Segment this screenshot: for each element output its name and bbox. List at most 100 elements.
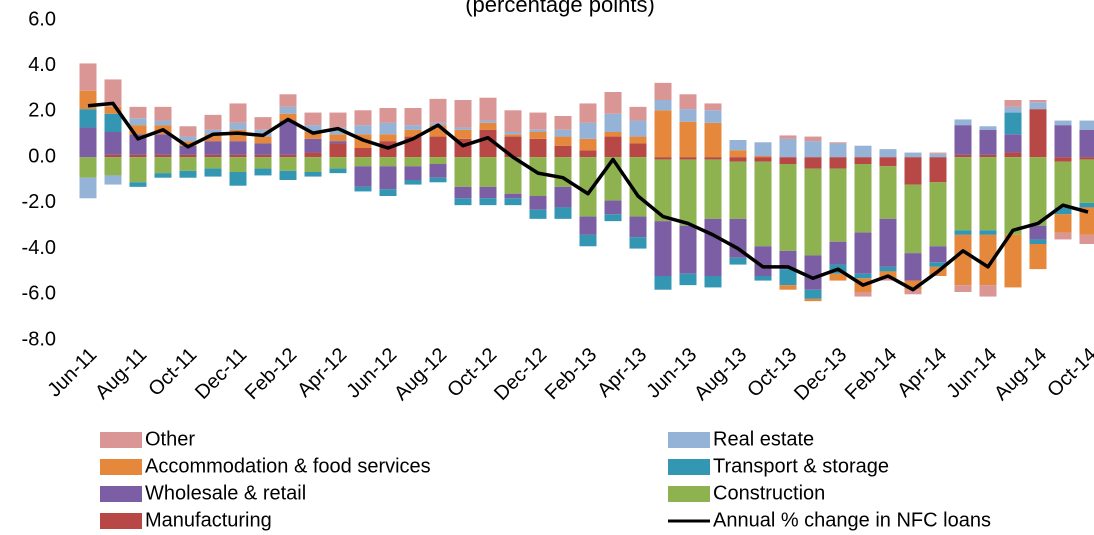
bar-segment xyxy=(579,157,597,217)
bar-segment xyxy=(704,110,722,123)
bar-segment xyxy=(479,157,497,187)
bar-segment xyxy=(729,257,747,265)
bar-segment xyxy=(829,142,847,144)
bar-segment xyxy=(804,289,822,299)
bar-segment xyxy=(229,129,247,142)
bar-segment xyxy=(354,110,372,126)
bar-segment xyxy=(454,100,472,128)
bar-segment xyxy=(804,298,822,302)
bar-segment xyxy=(279,94,297,107)
bar-segment xyxy=(179,170,197,178)
y-tick-label: -6.0 xyxy=(22,283,56,305)
bar-segment xyxy=(879,149,897,158)
bar-segment xyxy=(1054,157,1072,162)
bar-segment xyxy=(1079,120,1094,130)
bar-segment xyxy=(1029,239,1047,244)
bar-segment xyxy=(1029,225,1047,240)
bar-segment xyxy=(1004,234,1022,288)
bar-segment xyxy=(829,273,847,281)
bar-segment xyxy=(854,273,872,279)
bar-segment xyxy=(454,157,472,187)
bar-segment xyxy=(779,138,797,158)
bar-segment xyxy=(729,157,747,162)
bar-segment xyxy=(929,182,947,247)
bar-segment xyxy=(79,63,97,91)
y-tick-label: -8.0 xyxy=(22,328,56,350)
bar-segment xyxy=(404,157,422,167)
bar-segment xyxy=(204,168,222,177)
bar-segment xyxy=(629,143,647,158)
bar-segment xyxy=(704,159,722,219)
bar-segment xyxy=(1079,159,1094,203)
x-tick-label: Aug-11 xyxy=(91,344,151,404)
bar-segment xyxy=(204,134,222,142)
x-tick-label: Apr-13 xyxy=(593,344,651,402)
y-tick-label: -4.0 xyxy=(22,237,56,259)
legend-swatch xyxy=(100,459,142,475)
legend-label: Transport & storage xyxy=(713,455,889,477)
bar-segment xyxy=(904,280,922,290)
bar-segment xyxy=(604,214,622,222)
legend-label: Construction xyxy=(713,482,825,504)
bar-segment xyxy=(754,142,772,156)
bar-segment xyxy=(454,127,472,130)
bar-segment xyxy=(654,276,672,290)
bar-segment xyxy=(1054,161,1072,208)
bar-segment xyxy=(529,157,547,196)
bar-segment xyxy=(679,157,697,160)
bar-segment xyxy=(429,177,447,183)
bar-segment xyxy=(104,106,122,114)
bar-segment xyxy=(804,168,822,256)
bar-segment xyxy=(754,161,772,247)
bar-segment xyxy=(1004,152,1022,158)
bar-segment xyxy=(104,113,122,132)
bar-segment xyxy=(954,154,972,158)
bar-segment xyxy=(129,182,147,187)
bar-segment xyxy=(454,129,472,139)
bar-segment xyxy=(654,82,672,100)
bar-segment xyxy=(479,186,497,199)
bar-segment xyxy=(529,196,547,210)
bar-segment xyxy=(679,109,697,122)
bar-segment xyxy=(254,168,272,176)
bar-segment xyxy=(804,255,822,290)
bar-segment xyxy=(179,141,197,146)
bar-segment xyxy=(704,103,722,111)
bar-segment xyxy=(954,234,972,286)
bar-segment xyxy=(404,180,422,185)
bar-segment xyxy=(654,110,672,158)
x-tick-label: Jun-11 xyxy=(44,344,102,402)
bar-segment xyxy=(604,200,622,215)
bar-segment xyxy=(829,168,847,242)
bar-segment xyxy=(229,122,247,130)
bar-segment xyxy=(304,112,322,126)
x-tick-label: Oct-14 xyxy=(1043,344,1094,402)
bar-segment xyxy=(879,157,897,167)
x-tick-label: Dec-11 xyxy=(191,344,251,404)
legend-swatch xyxy=(100,513,142,529)
bar-segment xyxy=(704,122,722,158)
x-tick-label: Apr-12 xyxy=(293,344,351,402)
bar-segment xyxy=(279,154,297,158)
bar-segment xyxy=(554,116,572,130)
y-tick-label: 2.0 xyxy=(28,100,56,122)
bar-segment xyxy=(629,120,647,137)
bar-segment xyxy=(904,152,922,158)
bar-segment xyxy=(629,106,647,121)
bar-segment xyxy=(754,157,772,162)
bar-segment xyxy=(1079,207,1094,235)
bar-segment xyxy=(704,157,722,160)
bar-segment xyxy=(204,141,222,155)
bar-segment xyxy=(1054,232,1072,240)
bar-segment xyxy=(954,230,972,235)
bar-segment xyxy=(429,136,447,158)
bar-segment xyxy=(854,164,872,233)
bar-segment xyxy=(254,157,272,169)
bar-segment xyxy=(1079,157,1094,160)
bar-segment xyxy=(1079,129,1094,158)
bar-segment xyxy=(504,193,522,199)
bar-segment xyxy=(379,189,397,196)
bar-segment xyxy=(854,145,872,158)
bar-segment xyxy=(754,156,772,158)
bar-segment xyxy=(1029,102,1047,110)
